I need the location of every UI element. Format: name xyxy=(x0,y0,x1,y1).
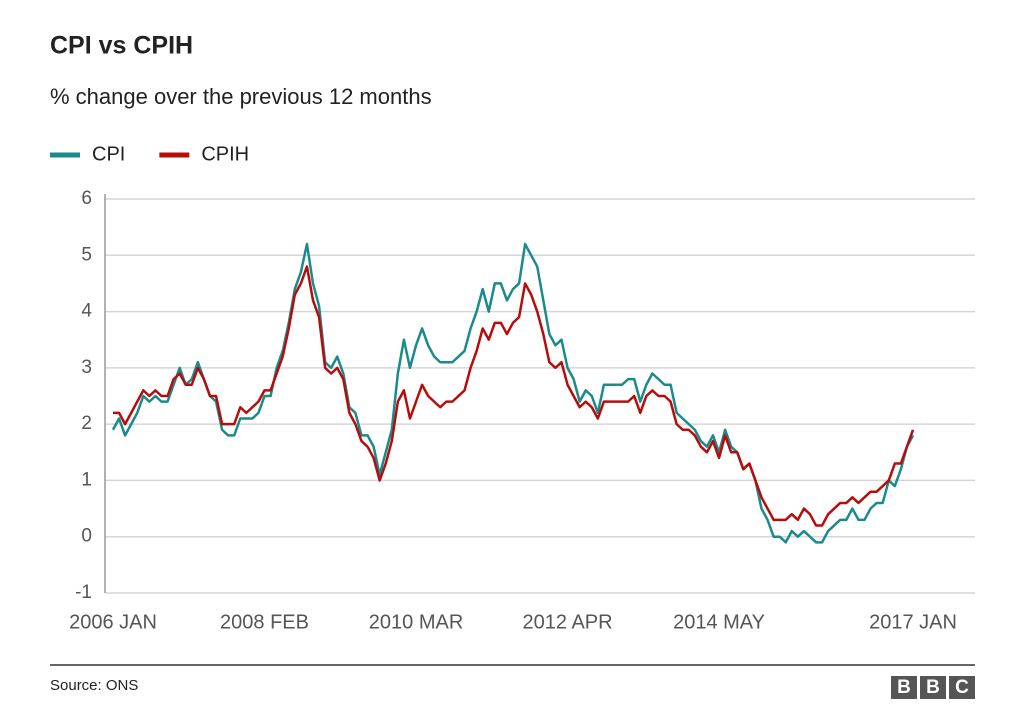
x-tick-label: 2012 APR xyxy=(523,611,613,633)
chart-title: CPI vs CPIH xyxy=(50,32,193,60)
x-tick-label: 2008 FEB xyxy=(220,611,309,633)
y-tick-label: 4 xyxy=(81,301,92,322)
x-tick-label: 2014 MAY xyxy=(673,611,765,633)
x-tick-label: 2010 MAR xyxy=(369,611,464,633)
logo-letter: B xyxy=(926,677,940,698)
logo-letter: B xyxy=(897,677,911,698)
x-tick-label: 2017 JAN xyxy=(869,611,957,633)
chart-subtitle: % change over the previous 12 months xyxy=(50,84,432,109)
legend-label: CPI xyxy=(92,143,125,165)
source: Source: ONS xyxy=(50,677,138,694)
x-tick-label: 2006 JAN xyxy=(69,611,157,633)
logo-box xyxy=(949,676,975,699)
y-tick-label: 1 xyxy=(81,469,92,490)
y-tick-label: -1 xyxy=(75,582,92,603)
series-line xyxy=(111,242,915,544)
y-tick-label: 2 xyxy=(81,413,92,434)
logo-box xyxy=(920,676,946,699)
logo-letter: C xyxy=(955,677,969,698)
y-tick-label: 6 xyxy=(81,188,92,209)
y-tick-label: 5 xyxy=(81,244,92,265)
series-line xyxy=(113,265,915,527)
logo-box xyxy=(891,676,917,699)
legend-label: CPIH xyxy=(201,143,249,165)
y-tick-label: 0 xyxy=(81,526,92,547)
y-tick-label: 3 xyxy=(81,357,92,378)
